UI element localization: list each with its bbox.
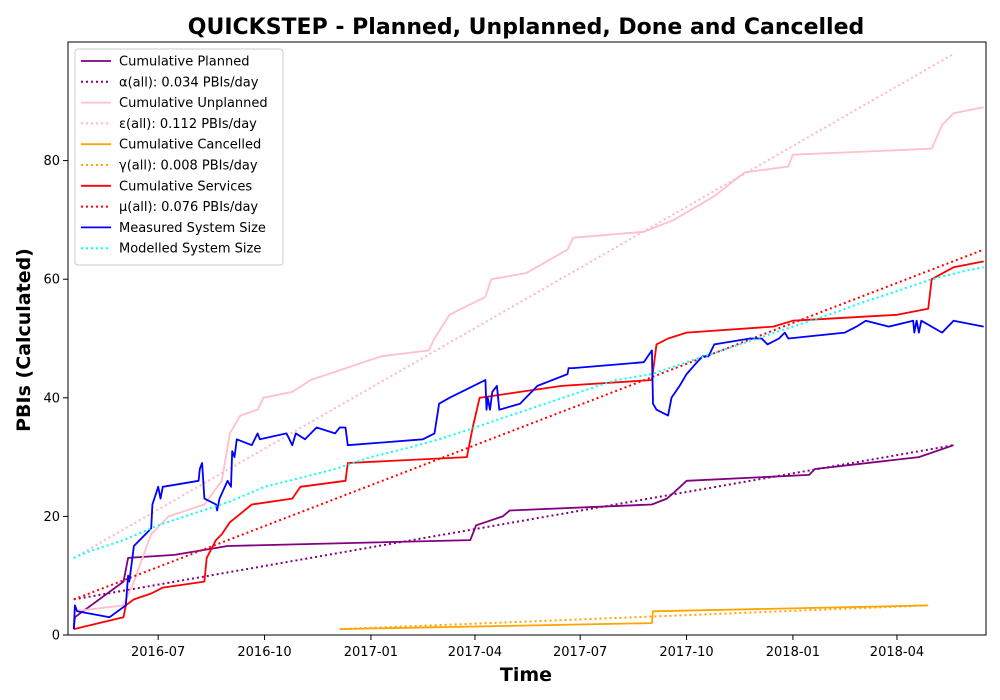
- x-tick-label: 2018-04: [870, 645, 924, 660]
- series-line-all-0-112-pbis-day: [73, 53, 955, 559]
- axes: 0 20 40 60 80 2016-07 2016-10 2017-01 2017-04 201…: [43, 41, 987, 660]
- x-tick-label: 2017-07: [553, 645, 607, 660]
- y-tick-label: 40: [43, 391, 60, 406]
- series-line-cumulative-services: [73, 260, 984, 630]
- legend: Cumulative Planned α(all): 0.034 PBIs/day…: [74, 48, 284, 266]
- series-line-all-0-034-pbis-day: [73, 444, 954, 601]
- series-line-cumulative-unplanned: [73, 106, 984, 613]
- legend-label-cumulative-unplanned: Cumulative Unplanned: [119, 96, 268, 111]
- x-tick-label: 2018-01: [766, 645, 820, 660]
- plot-frame: [67, 41, 987, 636]
- legend-label-cumulative-services: Cumulative Services: [119, 179, 252, 194]
- legend-box: [74, 48, 284, 266]
- x-tick-label: 2017-04: [448, 645, 502, 660]
- y-tick-label: 0: [52, 629, 60, 644]
- chart-title: QUICKSTEP - Planned, Unplanned, Done and…: [188, 15, 865, 40]
- legend-label-measured-system-size: Measured System Size: [119, 221, 266, 236]
- legend-label-modelled-system-size: Modelled System Size: [119, 242, 261, 257]
- x-tick-label: 2017-01: [344, 645, 398, 660]
- series-line-all-0-008-pbis-day: [339, 604, 929, 631]
- series-line-cumulative-cancelled: [339, 604, 929, 630]
- y-axis-label: PBIs (Calculated): [13, 248, 35, 432]
- legend-label-cumulative-cancelled: Cumulative Cancelled: [119, 138, 261, 153]
- legend-label-all-0-112-pbis-day: ε(all): 0.112 PBIs/day: [119, 117, 257, 132]
- x-tick-label: 2017-10: [659, 645, 713, 660]
- y-tick-label: 20: [43, 510, 60, 525]
- plot-area: [72, 53, 985, 631]
- x-tick-label: 2016-07: [131, 645, 185, 660]
- legend-label-all-0-076-pbis-day: μ(all): 0.076 PBIs/day: [119, 200, 258, 215]
- legend-label-all-0-034-pbis-day: α(all): 0.034 PBIs/day: [119, 75, 259, 90]
- y-tick-label: 60: [43, 273, 60, 288]
- series-line-measured-system-size: [72, 319, 984, 630]
- series-line-modelled-system-size: [73, 266, 984, 559]
- x-tick-label: 2016-10: [237, 645, 291, 660]
- legend-label-all-0-008-pbis-day: γ(all): 0.008 PBIs/day: [119, 159, 258, 174]
- series-line-cumulative-planned: [72, 444, 954, 630]
- x-axis-label: Time: [500, 664, 552, 686]
- y-tick-label: 80: [43, 154, 60, 169]
- legend-label-cumulative-planned: Cumulative Planned: [119, 55, 249, 70]
